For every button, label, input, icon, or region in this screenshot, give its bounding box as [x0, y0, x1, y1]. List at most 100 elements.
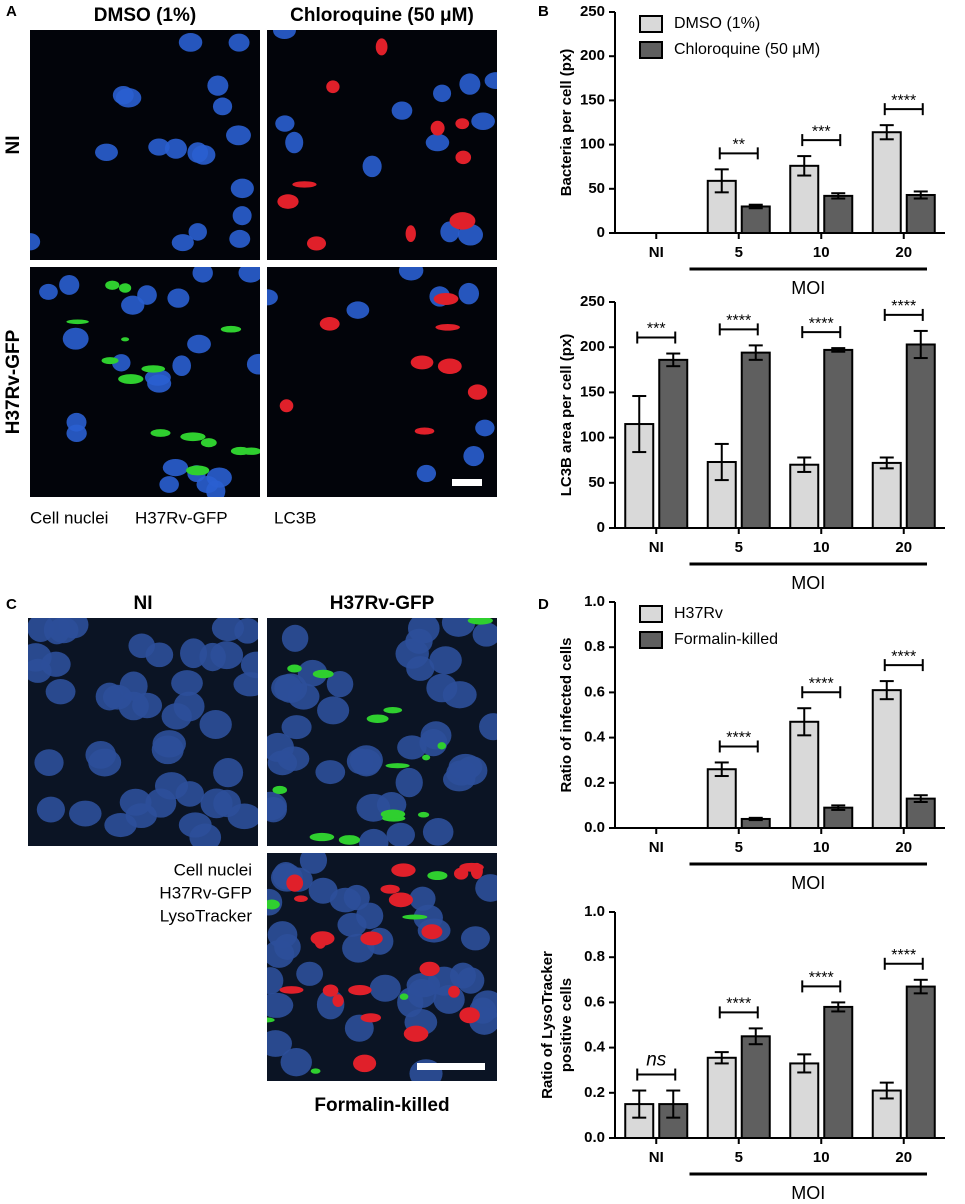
legend-text: LC3B	[274, 508, 317, 527]
red-signal	[292, 181, 317, 188]
nucleus	[409, 886, 436, 911]
y-tick-label: 250	[580, 293, 605, 310]
bar	[871, 461, 902, 529]
legend-text: Formalin-killed	[674, 631, 778, 648]
nucleus	[125, 803, 157, 829]
nucleus	[161, 703, 192, 730]
significance-label: ****	[726, 730, 751, 747]
nucleus	[59, 275, 80, 295]
green-signal	[312, 669, 334, 679]
significance-bracket	[636, 1068, 677, 1081]
bar	[823, 1005, 854, 1139]
legend-swatch	[639, 41, 663, 59]
nucleus	[463, 446, 485, 467]
nucleus	[391, 101, 413, 120]
nucleus	[62, 327, 89, 350]
nucleus	[317, 696, 350, 725]
significance-label: ****	[891, 648, 916, 665]
significance-label: ***	[647, 321, 666, 338]
nucleus	[171, 234, 194, 252]
error-bar	[714, 168, 729, 194]
red-signal	[410, 355, 434, 370]
nucleus	[172, 355, 192, 377]
y-tick-label: 0.6	[584, 993, 605, 1010]
legend-text: H37Rv-GFP	[135, 508, 228, 527]
y-tick-label: 0.2	[584, 1084, 605, 1101]
bottom-label: Formalin-killed	[314, 1095, 449, 1116]
column-header: DMSO (1%)	[94, 5, 196, 26]
bar	[871, 131, 902, 234]
bar	[789, 463, 820, 529]
green-signal	[380, 809, 406, 819]
image-content	[30, 32, 254, 252]
nucleus	[472, 622, 497, 647]
error-bar	[879, 680, 894, 701]
significance-label: ****	[809, 315, 834, 332]
x-tick-label: 5	[735, 539, 743, 556]
nucleus	[95, 143, 118, 161]
micrograph	[30, 267, 260, 497]
legend-text: Cell nuclei	[174, 860, 252, 879]
error-bar	[831, 1001, 846, 1013]
bar	[905, 193, 936, 235]
green-signal	[230, 446, 251, 456]
nucleus	[405, 628, 433, 654]
green-signal	[121, 337, 130, 342]
green-signal	[200, 438, 217, 448]
error-bar	[913, 978, 928, 995]
nucleus	[132, 692, 163, 719]
nucleus	[34, 749, 64, 776]
y-tick-label: 0.8	[584, 638, 605, 655]
nucleus	[281, 715, 312, 740]
error-bar	[831, 192, 846, 200]
y-axis-label: Ratio of LysoTracker	[539, 951, 556, 1099]
green-signal	[338, 835, 361, 845]
nucleus	[226, 125, 251, 146]
nucleus	[211, 618, 245, 642]
error-bar	[714, 761, 729, 778]
nucleus	[228, 33, 250, 52]
nucleus	[154, 772, 189, 800]
x-axis-label: MOI	[791, 278, 825, 298]
significance-label: ****	[891, 947, 916, 964]
y-axis-label: positive cells	[558, 978, 575, 1072]
bar	[658, 358, 689, 529]
column-header: NI	[134, 593, 153, 614]
bar	[823, 194, 854, 234]
nucleus	[167, 288, 190, 308]
nucleus	[479, 713, 497, 741]
micrograph	[267, 853, 497, 1081]
error-bar	[666, 352, 681, 368]
nucleus	[346, 301, 370, 319]
red-signal	[470, 862, 483, 880]
red-signal	[453, 867, 469, 880]
red-signal	[294, 895, 308, 902]
green-signal	[118, 283, 132, 293]
significance-bracket	[718, 323, 759, 336]
green-signal	[101, 357, 119, 365]
error-bar	[797, 456, 812, 473]
green-signal	[267, 1017, 275, 1023]
y-tick-label: 1.0	[584, 903, 605, 920]
nucleus	[212, 97, 233, 116]
red-signal	[405, 225, 416, 243]
nucleus	[191, 144, 216, 165]
nucleus	[267, 967, 284, 995]
red-signal	[455, 118, 470, 130]
bar	[706, 461, 737, 529]
nucleus	[45, 678, 76, 705]
nucleus	[36, 796, 65, 823]
red-signal	[277, 194, 299, 209]
nucleus	[280, 1048, 312, 1077]
nucleus	[145, 642, 174, 668]
error-bar	[913, 794, 928, 804]
nucleus	[232, 206, 252, 226]
error-bar	[632, 1089, 647, 1119]
significance-bracket	[718, 740, 759, 753]
significance-label: **	[733, 137, 745, 154]
nucleus	[416, 464, 437, 483]
legend-swatch	[639, 631, 663, 649]
legend-text: Chloroquine (50 μM)	[674, 41, 820, 58]
y-tick-label: 150	[580, 383, 605, 400]
nucleus	[240, 651, 258, 679]
